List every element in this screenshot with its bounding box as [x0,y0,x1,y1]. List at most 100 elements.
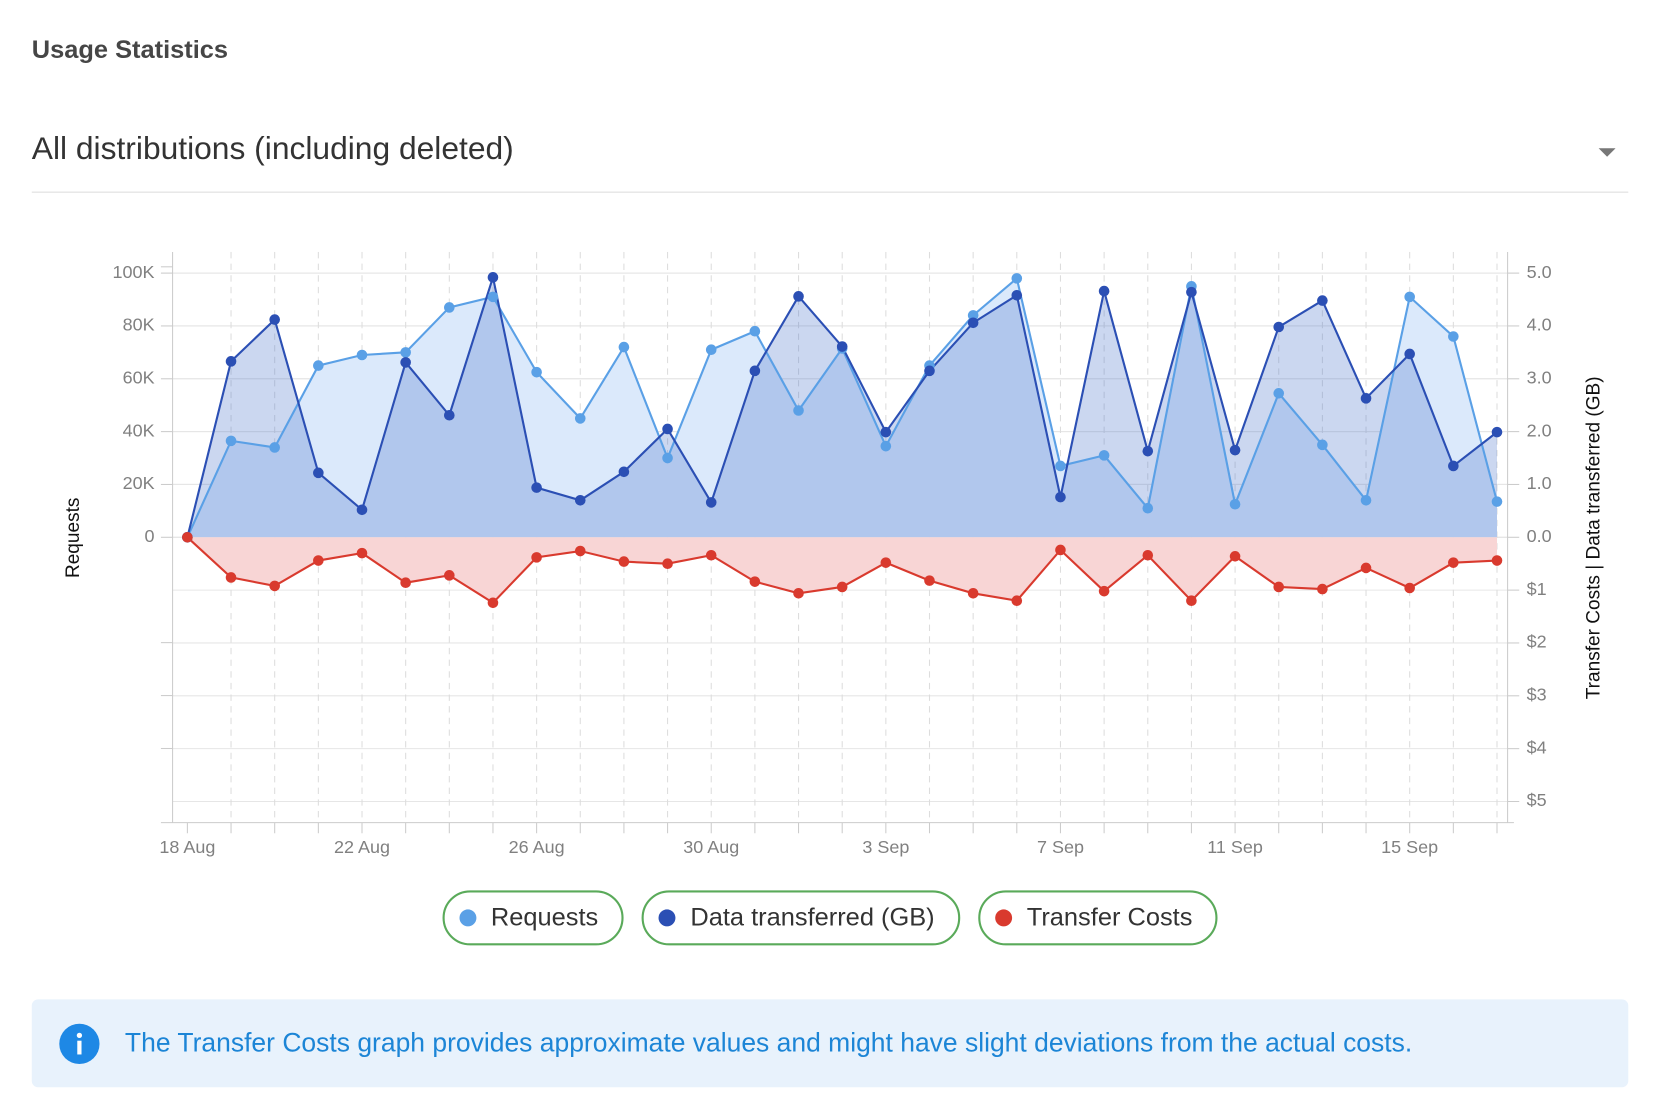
x-tick-label: 30 Aug [683,837,739,857]
data-point [1229,498,1241,510]
info-notice: The Transfer Costs graph provides approx… [31,999,1629,1088]
data-point [356,504,368,516]
y-tick-label: 100K [113,262,155,282]
data-point [1491,496,1503,507]
y3-tick-label: $5 [1527,790,1547,810]
x-tick-label: 15 Sep [1381,837,1438,857]
y2-axis-title: Transfer Costs | Data transferred (GB) [1583,376,1604,699]
data-point [705,497,717,508]
legend-label: Requests [490,903,599,932]
data-point [313,555,324,566]
data-point [1360,495,1372,506]
data-point [574,413,586,424]
data-point [531,552,542,563]
data-point [1186,286,1197,298]
legend-item[interactable]: Data transferred (GB) [641,890,961,946]
data-point [662,452,673,464]
data-point [1317,583,1328,595]
y-tick-label: 20K [123,473,155,493]
data-point [749,325,761,337]
y3-tick-label: $4 [1527,737,1547,757]
data-point [1011,290,1023,301]
distribution-select[interactable]: All distributions (including deleted) [31,131,1629,193]
y3-tick-label: $2 [1527,632,1547,652]
chart: Requests Transfer Costs | Data transferr… [63,251,1604,857]
data-point [487,291,499,303]
legend-label: Data transferred (GB) [690,903,935,932]
data-point [574,545,586,557]
data-point [1186,595,1197,606]
data-point [1098,585,1110,597]
data-point [225,435,237,447]
area-layer [187,277,1498,603]
data-point [924,365,935,377]
data-point [1142,549,1154,561]
dot-layer [182,272,1503,609]
data-point [225,356,237,367]
data-point [487,272,499,283]
data-point [444,409,455,421]
label-layer: 0 20K 40K 60K 80K 100K 0.0 1.0 2.0 3.0 4.0 5.0 $1 $2 $… [113,262,1552,857]
legend-swatch [994,909,1012,927]
y2-tick-label: 1.0 [1527,473,1552,493]
data-point [793,405,804,416]
x-tick-label: 26 Aug [509,837,565,857]
axis-layer [160,251,1520,834]
select-value: All distributions (including deleted) [31,131,514,167]
data-point [1448,331,1459,342]
y2-tick-label: 2.0 [1527,420,1552,440]
data-point [1011,595,1023,606]
data-point [924,575,935,586]
data-point [1491,426,1503,438]
data-point [1404,291,1415,303]
data-point [836,581,848,593]
data-point [618,466,630,478]
data-point [880,557,892,568]
data-point [400,347,411,358]
data-point [444,570,455,581]
y2-tick-label: 5.0 [1527,262,1552,282]
notice-text: The Transfer Costs graph provides approx… [124,1027,1413,1058]
data-point [967,310,979,321]
data-point [1055,544,1066,556]
data-point [1011,273,1023,284]
data-point [1491,555,1503,566]
data-point [1098,285,1110,297]
legend: Requests Data transferred (GB) Transfer Co… [0,890,1660,946]
caret-icon [1598,148,1616,157]
data-point [1229,551,1241,562]
data-point [967,317,979,329]
data-point [1273,581,1285,593]
data-point [836,341,848,352]
y2-tick-label: 3.0 [1527,368,1552,388]
data-point [662,558,673,570]
data-point [618,556,630,567]
data-point [1055,491,1066,503]
legend-item[interactable]: Transfer Costs [978,890,1218,946]
data-point [182,531,193,543]
legend-label: Transfer Costs [1026,903,1193,932]
legend-item[interactable]: Requests [442,890,624,946]
data-point [1448,557,1459,568]
data-point [574,495,586,506]
data-point [1448,460,1459,472]
x-tick-label: 11 Sep [1207,837,1263,857]
data-point [1273,388,1285,399]
data-point [313,467,324,479]
legend-swatch [459,909,477,927]
data-point [531,366,542,378]
info-glyph [76,1032,83,1054]
data-point [269,580,280,592]
data-point [1360,393,1372,404]
data-point [400,357,411,368]
x-tick-label: 22 Aug [334,837,390,857]
data-point [1142,502,1154,514]
y2-tick-label: 0.0 [1527,526,1552,546]
x-tick-label: 7 Sep [1037,837,1084,857]
data-point [1098,450,1110,461]
x-tick-label: 3 Sep [862,837,909,857]
data-point [705,344,717,356]
data-point [1404,348,1415,360]
y3-tick-label: $3 [1527,685,1547,705]
